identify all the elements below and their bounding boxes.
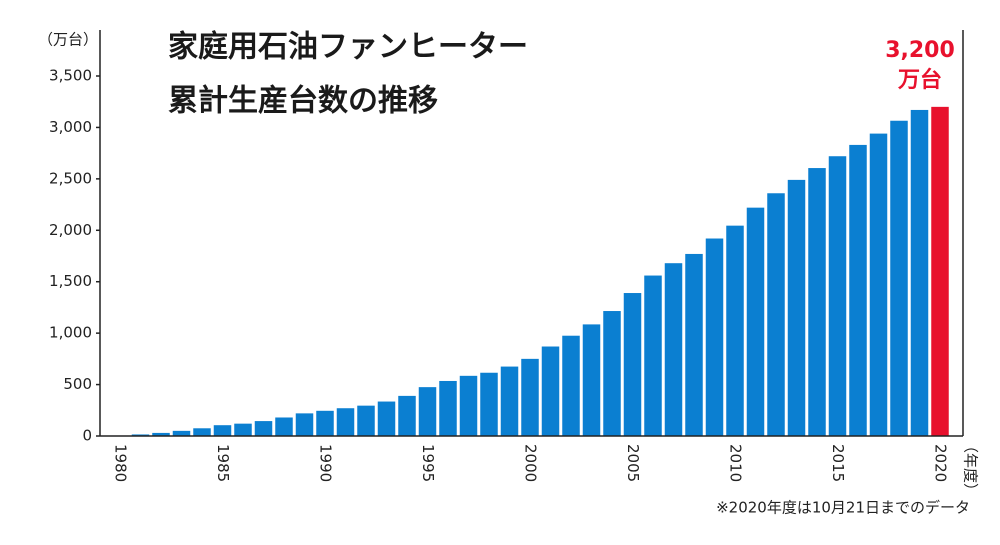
bar [726, 225, 744, 436]
bar [685, 253, 703, 436]
bar [254, 421, 273, 436]
bar [316, 410, 334, 436]
bar [172, 430, 191, 436]
x-tick-label: 1990 [317, 444, 335, 482]
y-tick-label: 2,000 [49, 221, 92, 239]
bar [500, 366, 519, 436]
bar [746, 207, 765, 436]
bar [131, 434, 150, 436]
bar [295, 413, 314, 436]
note: ※2020年度は10月21日までのデータ [716, 499, 970, 517]
x-axis-label: （年度） [962, 438, 980, 498]
bar [234, 423, 252, 436]
bar [357, 405, 375, 436]
bar [828, 156, 847, 436]
bar [808, 168, 826, 437]
bar [193, 428, 211, 436]
value-label-unit: 万台 [897, 67, 942, 93]
value-label: 3,200 [885, 38, 955, 63]
x-tick-label: 2010 [727, 444, 745, 482]
bar [459, 375, 478, 436]
bar [910, 109, 929, 436]
y-tick-label: 3,000 [49, 118, 92, 136]
bar [377, 401, 396, 436]
y-tick-label: 3,500 [49, 67, 92, 85]
chart-title: 家庭用石油ファンヒーター [168, 30, 528, 65]
bar [439, 380, 457, 436]
bar [562, 335, 580, 436]
y-tick-label: 0 [82, 427, 92, 445]
bar [705, 238, 724, 436]
x-tick-label: 1980 [112, 444, 130, 482]
bar [480, 372, 498, 436]
x-tick-label: 2000 [522, 444, 540, 482]
bar [541, 346, 560, 436]
y-tick-label: 1,000 [49, 324, 92, 342]
bar [275, 417, 293, 436]
bar [890, 120, 908, 436]
y-axis-label: （万台） [38, 31, 98, 49]
x-tick-label: 1995 [419, 444, 437, 482]
bar [787, 179, 806, 436]
x-tick-label: 1985 [214, 444, 232, 482]
bar [521, 358, 539, 436]
y-tick-label: 1,500 [49, 272, 92, 290]
bar [418, 387, 437, 436]
bar [664, 263, 683, 436]
y-tick-label: 2,500 [49, 169, 92, 187]
bar [398, 395, 416, 436]
bar [869, 133, 888, 436]
bar [623, 293, 642, 436]
bar [644, 275, 662, 436]
bar [931, 106, 949, 436]
x-tick-label: 2020 [932, 444, 950, 482]
x-tick-label: 2005 [624, 444, 642, 482]
bar [849, 144, 867, 436]
bar [603, 311, 621, 436]
bar [213, 425, 232, 436]
y-tick-label: 500 [63, 375, 92, 393]
chart-title: 累計生産台数の推移 [168, 84, 438, 119]
bar [767, 193, 785, 436]
bar [582, 324, 601, 436]
x-tick-label: 2015 [829, 444, 847, 482]
bar [336, 408, 355, 436]
bar [152, 432, 170, 436]
